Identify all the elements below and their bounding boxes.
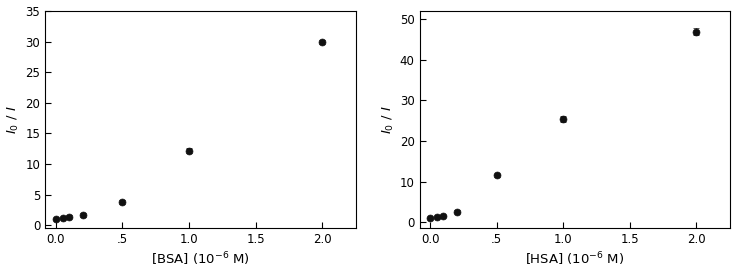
Y-axis label: $I_0$ / $I$: $I_0$ / $I$ — [381, 105, 396, 134]
X-axis label: [BSA] (10$^{-6}$ M): [BSA] (10$^{-6}$ M) — [151, 250, 250, 268]
Y-axis label: $I_0$ / $I$: $I_0$ / $I$ — [6, 105, 21, 134]
X-axis label: [HSA] (10$^{-6}$ M): [HSA] (10$^{-6}$ M) — [525, 250, 624, 268]
